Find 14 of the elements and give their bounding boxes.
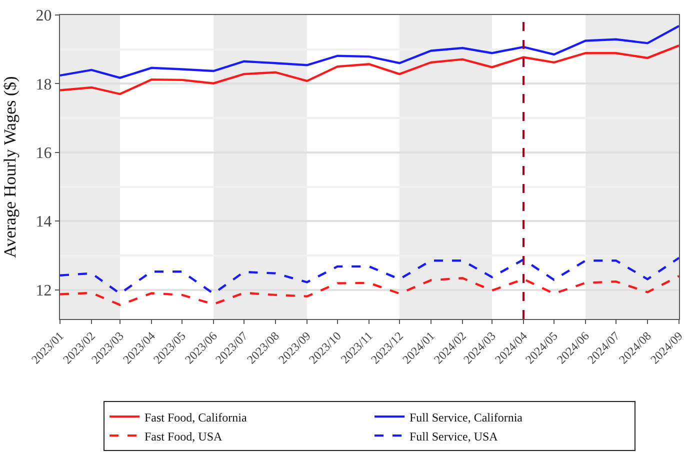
y-tick-label: 20 — [36, 8, 52, 25]
line-series — [60, 256, 679, 295]
y-tick-label: 16 — [36, 145, 52, 162]
legend-label: Full Service, USA — [410, 429, 498, 444]
y-axis-title: Average Hourly Wages ($) — [0, 76, 20, 258]
legend-label: Fast Food, USA — [144, 429, 223, 444]
line-series — [60, 44, 679, 96]
line-series — [60, 24, 679, 79]
legend-label: Full Service, California — [410, 410, 524, 424]
y-tick-label: 18 — [36, 76, 52, 94]
y-tick-label: 14 — [36, 214, 52, 231]
legend-label: Fast Food, California — [144, 410, 248, 424]
line-series — [60, 274, 679, 306]
y-tick-label: 12 — [36, 282, 52, 300]
